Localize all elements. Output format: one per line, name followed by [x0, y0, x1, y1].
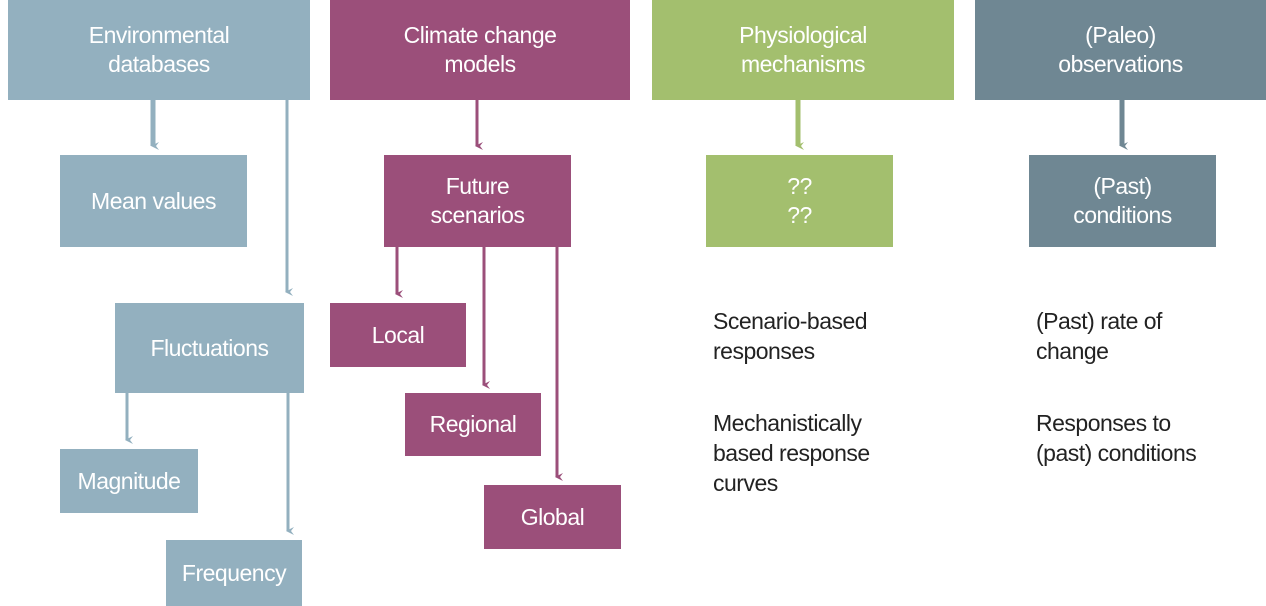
- text-line: curves: [713, 470, 778, 496]
- text-line: models: [444, 51, 516, 77]
- text-line: change: [1036, 338, 1109, 364]
- text-line: Regional: [429, 411, 517, 437]
- text-line: conditions: [1073, 202, 1172, 228]
- node-box: ????: [706, 155, 893, 247]
- header-box: Climate change models: [330, 0, 630, 100]
- note-text: Scenario-based responses: [713, 306, 868, 366]
- header-box: (Paleo) observations: [975, 0, 1266, 100]
- text-line: (Paleo): [1085, 22, 1156, 48]
- note-text: Mechanistically based response curves: [713, 408, 870, 498]
- node-box: Local: [330, 303, 466, 367]
- text-line: databases: [108, 51, 210, 77]
- text-line: (Past): [1093, 173, 1152, 199]
- text-line: Frequency: [181, 559, 287, 586]
- node-box: Fluctuations: [115, 303, 304, 393]
- text-line: Mechanistically: [713, 410, 862, 436]
- node-box: Frequency: [166, 540, 302, 606]
- text-line: Environmental: [88, 22, 230, 48]
- text-line: Future: [445, 173, 510, 199]
- text-line: Magnitude: [77, 467, 181, 494]
- text-line: Scenario-based: [713, 308, 868, 334]
- text-line: Global: [520, 503, 585, 530]
- node-box: Regional: [405, 393, 541, 456]
- node-box: Magnitude: [60, 449, 198, 513]
- text-line: Climate change: [403, 22, 557, 48]
- node-box: Future scenarios: [384, 155, 571, 247]
- node-box: Mean values: [60, 155, 247, 247]
- text-line: based response: [713, 440, 870, 466]
- note-text: Responses to (past) conditions: [1036, 408, 1197, 468]
- text-line: scenarios: [430, 202, 525, 228]
- header-box: Physiological mechanisms: [652, 0, 954, 100]
- text-line: Physiological: [739, 22, 867, 48]
- text-line: Local: [371, 321, 425, 348]
- text-line: Mean values: [91, 187, 216, 214]
- text-line: mechanisms: [740, 51, 866, 77]
- text-line: observations: [1058, 51, 1183, 77]
- node-box: (Past) conditions: [1029, 155, 1216, 247]
- text-line: Responses to: [1036, 410, 1171, 436]
- note-text: (Past) rate of change: [1036, 306, 1162, 366]
- text-line: Fluctuations: [150, 334, 269, 361]
- text-line: (past) conditions: [1036, 440, 1197, 466]
- text-line: ??: [787, 202, 812, 228]
- text-line: ??: [787, 173, 812, 199]
- text-line: responses: [713, 338, 815, 364]
- node-box: Global: [484, 485, 621, 549]
- text-line: (Past) rate of: [1036, 308, 1162, 334]
- header-box: Environmental databases: [8, 0, 310, 100]
